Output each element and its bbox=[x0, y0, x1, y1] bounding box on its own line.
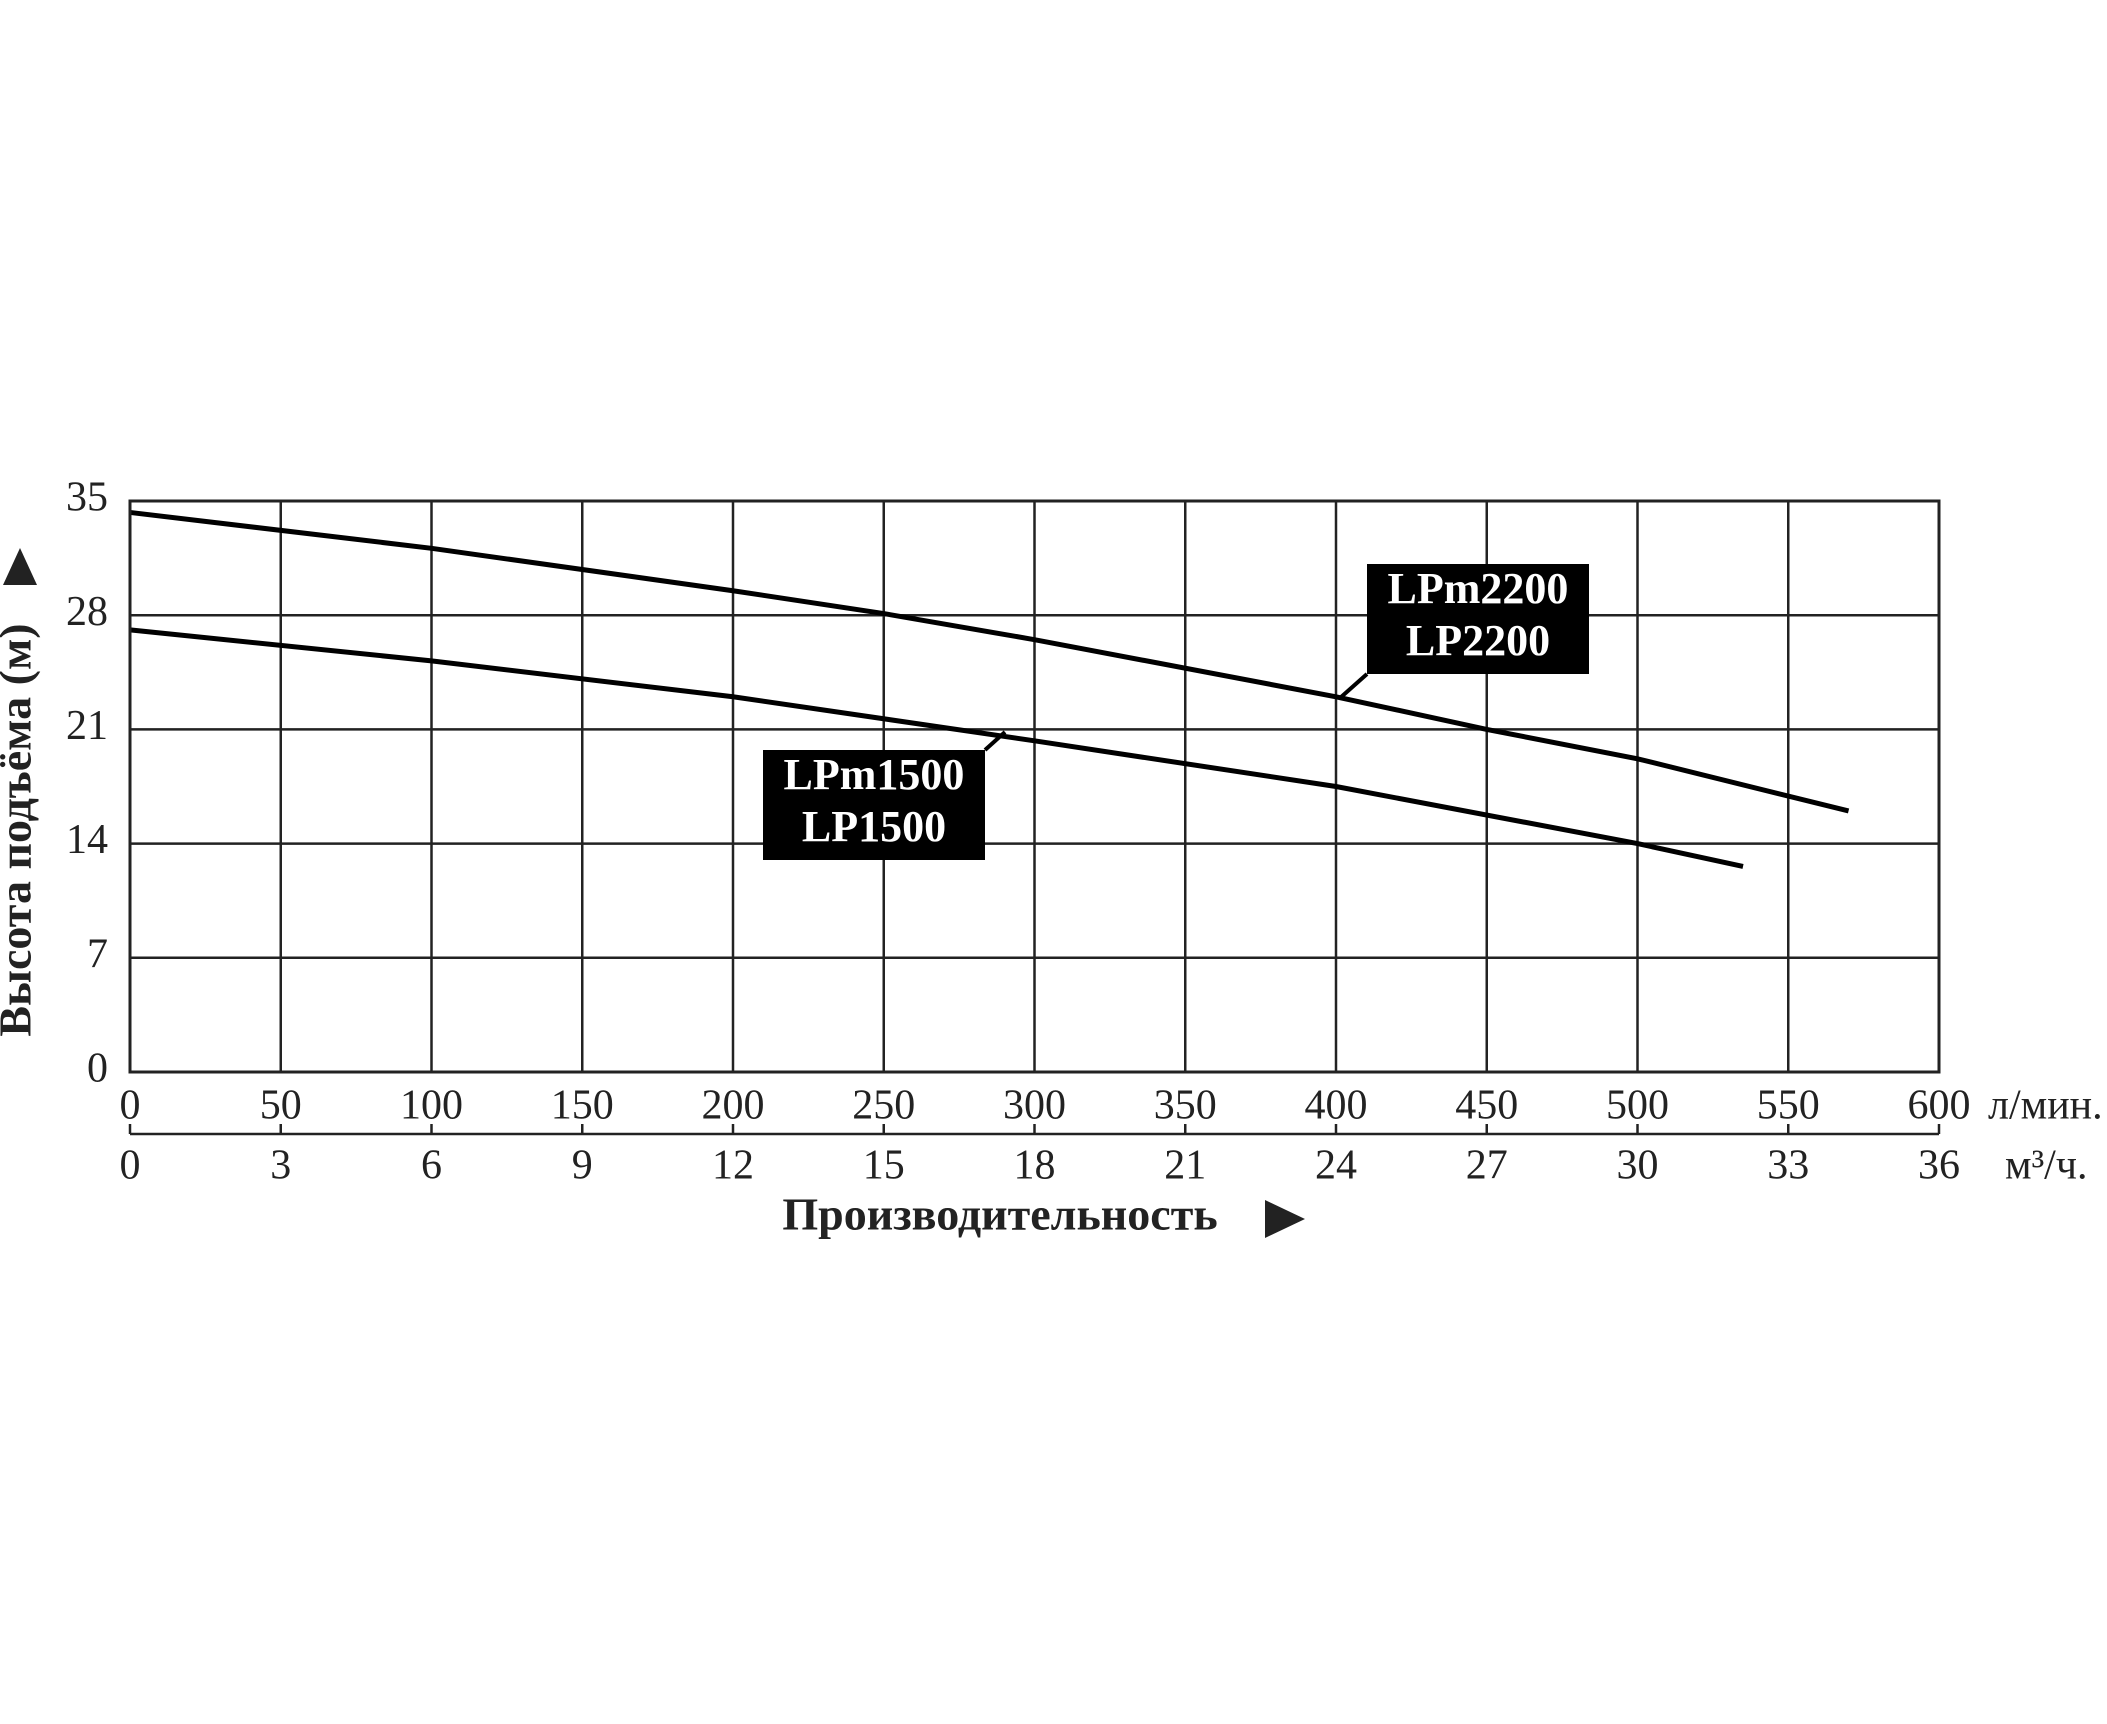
x-arrow bbox=[1265, 1200, 1305, 1238]
series-label: LPm1500 bbox=[784, 750, 965, 799]
x2-tick-label: 12 bbox=[712, 1143, 754, 1189]
x2-tick-label: 9 bbox=[572, 1143, 593, 1189]
y-arrow bbox=[3, 548, 37, 585]
y-tick-label: 14 bbox=[66, 817, 108, 863]
y-axis-title: Высота подъёма (м) bbox=[0, 623, 41, 1036]
x2-tick-label: 18 bbox=[1014, 1143, 1056, 1189]
y-tick-label: 35 bbox=[66, 475, 108, 521]
x2-tick-label: 24 bbox=[1315, 1143, 1357, 1189]
x2-tick-label: 30 bbox=[1617, 1143, 1659, 1189]
x-tick-label: 50 bbox=[260, 1083, 302, 1129]
series-label: LP1500 bbox=[802, 802, 946, 851]
x-tick-label: 600 bbox=[1908, 1083, 1971, 1129]
x-axis-title: Производительность bbox=[782, 1189, 1217, 1240]
x2-tick-label: 0 bbox=[120, 1143, 141, 1189]
x-tick-label: 250 bbox=[852, 1083, 915, 1129]
x-unit: л/мин. bbox=[1988, 1083, 2103, 1129]
leader-line bbox=[983, 730, 1007, 752]
series-label: LP2200 bbox=[1406, 616, 1550, 665]
x2-tick-label: 3 bbox=[270, 1143, 291, 1189]
x-tick-label: 0 bbox=[120, 1083, 141, 1129]
leader-line bbox=[1338, 672, 1369, 700]
plot-frame bbox=[128, 499, 1941, 1074]
x2-unit: м³/ч. bbox=[2005, 1143, 2087, 1189]
x-tick-label: 300 bbox=[1003, 1083, 1066, 1129]
label-box bbox=[1367, 564, 1589, 674]
x2-tick-label: 33 bbox=[1767, 1143, 1809, 1189]
y-tick-label: 28 bbox=[66, 589, 108, 635]
x-tick-label: 200 bbox=[702, 1083, 765, 1129]
x2-tick-label: 21 bbox=[1164, 1143, 1206, 1189]
x-tick-label: 450 bbox=[1455, 1083, 1518, 1129]
x-tick-label: 400 bbox=[1305, 1083, 1368, 1129]
x2-tick-label: 36 bbox=[1918, 1143, 1960, 1189]
series-label: LPm2200 bbox=[1388, 564, 1569, 613]
x-tick-label: 150 bbox=[551, 1083, 614, 1129]
y-tick-label: 7 bbox=[87, 931, 108, 977]
label-box bbox=[763, 750, 985, 860]
y-tick-label: 0 bbox=[87, 1046, 108, 1092]
x-tick-label: 500 bbox=[1606, 1083, 1669, 1129]
x-tick-label: 350 bbox=[1154, 1083, 1217, 1129]
x2-tick-label: 6 bbox=[421, 1143, 442, 1189]
x-tick-label: 550 bbox=[1757, 1083, 1820, 1129]
y-tick-label: 21 bbox=[66, 703, 108, 749]
curve bbox=[129, 509, 1850, 814]
x2-tick-label: 15 bbox=[863, 1143, 905, 1189]
x-tick-label: 100 bbox=[400, 1083, 463, 1129]
curve bbox=[129, 627, 1744, 869]
x2-tick-label: 27 bbox=[1466, 1143, 1508, 1189]
